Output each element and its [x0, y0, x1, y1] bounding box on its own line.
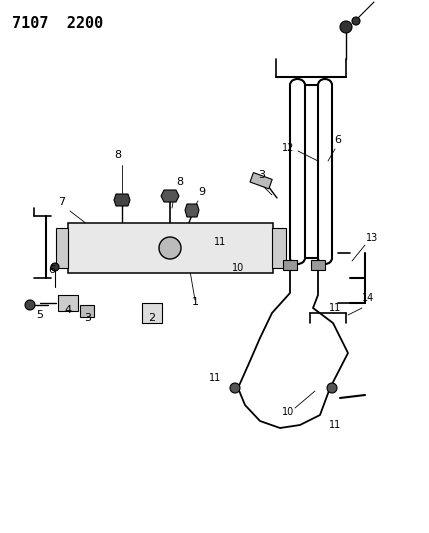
Text: 11: 11 [329, 303, 341, 313]
Text: 11: 11 [209, 373, 221, 383]
Ellipse shape [159, 237, 181, 259]
Polygon shape [185, 204, 199, 217]
Text: 13: 13 [366, 233, 378, 243]
Circle shape [327, 383, 337, 393]
Text: 4: 4 [64, 305, 72, 315]
Bar [55, 228, 67, 268]
Circle shape [340, 21, 352, 33]
Bar [283, 260, 297, 270]
Bar [250, 173, 272, 189]
Text: 3: 3 [259, 170, 266, 180]
Bar [80, 305, 94, 317]
Circle shape [25, 300, 35, 310]
Polygon shape [161, 190, 179, 202]
Bar [67, 223, 272, 273]
Polygon shape [114, 194, 130, 206]
Text: 12: 12 [282, 143, 294, 153]
Bar [58, 295, 78, 311]
Circle shape [230, 383, 240, 393]
Text: 6: 6 [48, 265, 55, 275]
Bar [272, 228, 287, 268]
Text: 8: 8 [115, 150, 121, 160]
Text: 11: 11 [214, 237, 226, 247]
Bar [142, 303, 162, 323]
Bar [311, 260, 325, 270]
Text: 8: 8 [176, 177, 184, 187]
Text: 7107  2200: 7107 2200 [12, 16, 103, 31]
Text: 7: 7 [58, 197, 66, 207]
Text: 5: 5 [36, 310, 43, 320]
Text: 6: 6 [335, 135, 341, 145]
Text: 3: 3 [85, 313, 91, 323]
Text: 1: 1 [191, 297, 199, 307]
Circle shape [352, 17, 360, 25]
Text: 9: 9 [199, 187, 205, 197]
Text: 2: 2 [148, 313, 156, 323]
Circle shape [51, 263, 59, 271]
Text: 14: 14 [362, 293, 374, 303]
Text: 10: 10 [282, 407, 294, 417]
Text: 10: 10 [232, 263, 244, 273]
Text: 11: 11 [329, 420, 341, 430]
